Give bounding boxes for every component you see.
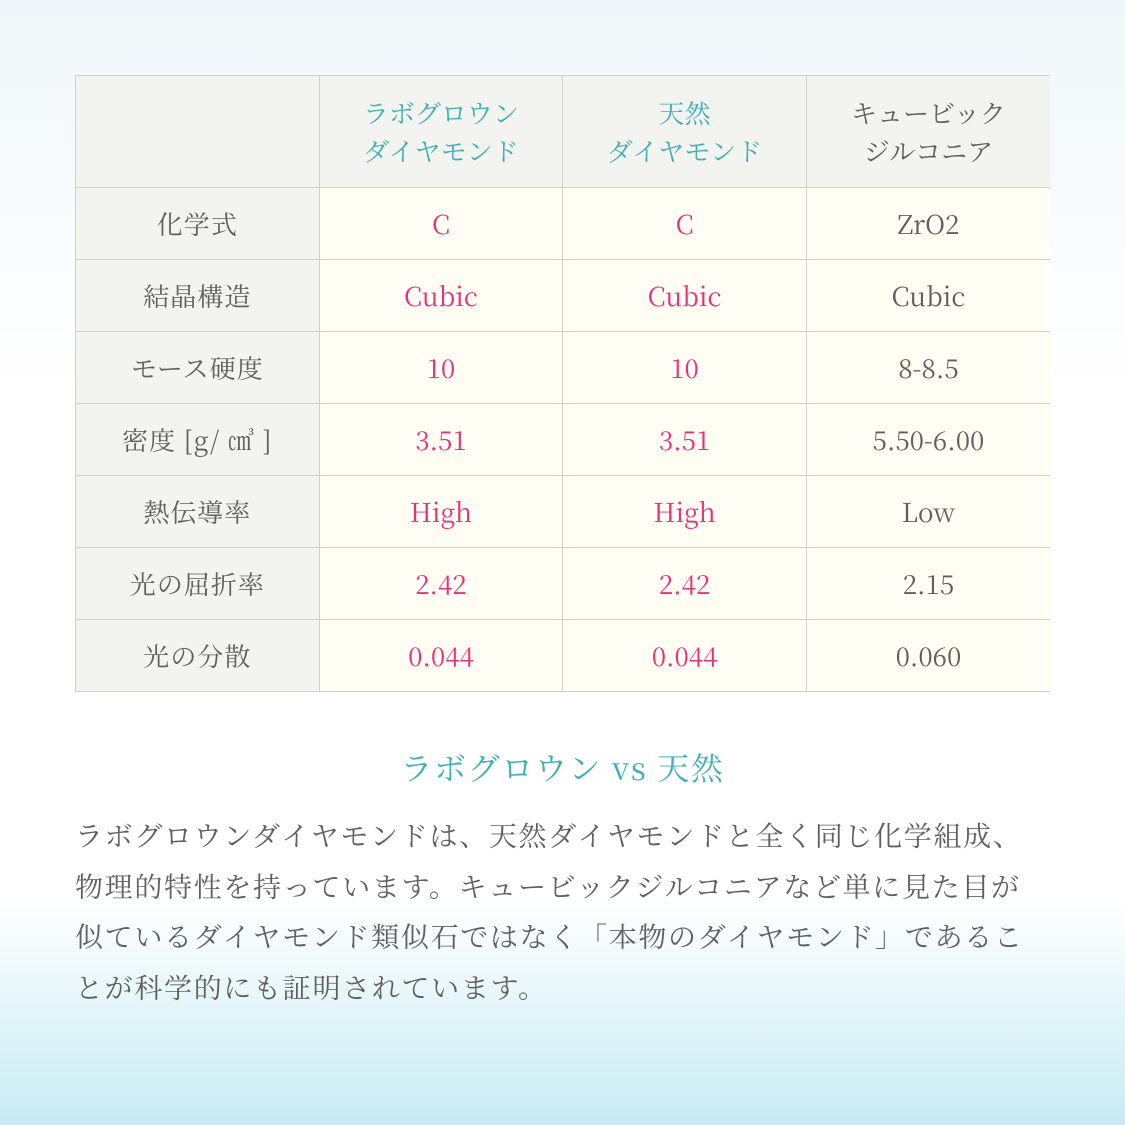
row-label: 光の屈折率: [76, 548, 320, 620]
cell: 3.51: [563, 404, 807, 476]
cell: 0.044: [319, 620, 563, 692]
table-row: 熱伝導率 High High Low: [76, 476, 1051, 548]
cell: C: [563, 188, 807, 260]
col-header-line1: 天然ダイヤモンド: [607, 94, 762, 169]
col-header-line1: ラボグロウンダイヤモンド: [363, 94, 519, 169]
row-label: 結晶構造: [76, 260, 320, 332]
table-row: 光の分散 0.044 0.044 0.060: [76, 620, 1051, 692]
col-header-natural: 天然ダイヤモンド: [563, 76, 807, 188]
row-label: 化学式: [76, 188, 320, 260]
comparison-table: ラボグロウンダイヤモンド 天然ダイヤモンド キュービックジルコニア 化学式 C …: [75, 75, 1050, 692]
table-row: モース硬度 10 10 8-8.5: [76, 332, 1051, 404]
section-body: ラボグロウンダイヤモンドは、天然ダイヤモンドと全く同じ化学組成、物理的特性を持っ…: [75, 810, 1050, 1012]
row-label: 光の分散: [76, 620, 320, 692]
section-title: ラボグロウン vs 天然: [75, 744, 1050, 790]
cell: 0.044: [563, 620, 807, 692]
cell: Cubic: [563, 260, 807, 332]
table-corner: [76, 76, 320, 188]
cell: 10: [319, 332, 563, 404]
cell: ZrO2: [806, 188, 1050, 260]
cell: Cubic: [319, 260, 563, 332]
col-header-line1: キュービックジルコニア: [851, 94, 1006, 169]
table-row: 光の屈折率 2.42 2.42 2.15: [76, 548, 1051, 620]
cell: 2.42: [563, 548, 807, 620]
cell: 0.060: [806, 620, 1050, 692]
cell: 8-8.5: [806, 332, 1050, 404]
table-row: 化学式 C C ZrO2: [76, 188, 1051, 260]
row-label: 密度 [g/ ㎤ ]: [76, 404, 320, 476]
cell: Low: [806, 476, 1050, 548]
row-label: 熱伝導率: [76, 476, 320, 548]
cell: C: [319, 188, 563, 260]
table-row: 密度 [g/ ㎤ ] 3.51 3.51 5.50-6.00: [76, 404, 1051, 476]
table-body: 化学式 C C ZrO2 結晶構造 Cubic Cubic Cubic モース硬…: [76, 188, 1051, 692]
cell: High: [319, 476, 563, 548]
cell: 2.42: [319, 548, 563, 620]
cell: 5.50-6.00: [806, 404, 1050, 476]
cell: 2.15: [806, 548, 1050, 620]
table-row: 結晶構造 Cubic Cubic Cubic: [76, 260, 1051, 332]
col-header-cz: キュービックジルコニア: [806, 76, 1050, 188]
cell: 3.51: [319, 404, 563, 476]
cell: Cubic: [806, 260, 1050, 332]
col-header-labgrown: ラボグロウンダイヤモンド: [319, 76, 563, 188]
row-label: モース硬度: [76, 332, 320, 404]
cell: High: [563, 476, 807, 548]
cell: 10: [563, 332, 807, 404]
table-header-row: ラボグロウンダイヤモンド 天然ダイヤモンド キュービックジルコニア: [76, 76, 1051, 188]
